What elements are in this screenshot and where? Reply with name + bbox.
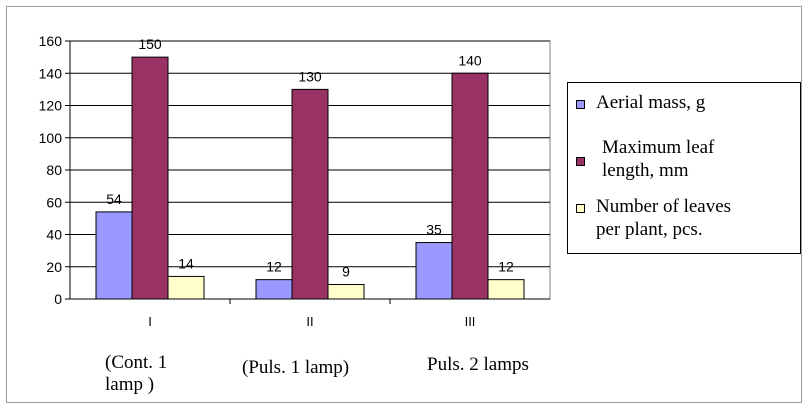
data-label: 54 [106,191,122,207]
y-tick-label: 40 [46,227,62,243]
data-label: 140 [458,52,482,68]
y-tick-label: 160 [39,33,63,49]
data-label: 12 [498,259,514,275]
data-label: 150 [138,36,162,52]
category-description-3: Puls. 2 lamps [427,354,529,375]
category-description-2: (Puls. 1 lamp) [242,357,350,378]
bar-1-II [255,279,293,300]
legend-swatch-aerial-mass [576,100,585,109]
legend-label-max-leaf-length-line1: Maximum leaf [602,137,715,158]
bar-3-II [327,283,365,300]
x-tick-label: II [306,314,313,329]
y-tick-label: 100 [39,130,63,146]
y-tick-label: 120 [39,98,63,114]
y-tick-label: 60 [46,194,62,210]
bar-2-I [131,56,169,300]
legend-label-aerial-mass: Aerial mass, g [596,92,706,113]
legend-swatch-number-of-leaves [576,204,585,213]
x-tick-label: I [148,314,152,329]
bar-3-III [487,279,525,300]
x-tick-label: III [465,314,476,329]
bar-1-III [415,242,453,300]
category-description-1: (Cont. 1 lamp ) [105,352,225,396]
y-tick-label: 80 [46,162,62,178]
data-label: 14 [178,255,194,271]
bar-2-II [291,88,329,300]
legend-label-max-leaf-length-line2: length, mm [602,160,689,181]
bar-1-I [95,211,133,300]
data-label: 12 [266,259,282,275]
legend: Aerial mass, g Maximum leaf length, mm N… [567,82,801,254]
legend-label-number-of-leaves-line2: per plant, pcs. [596,219,703,240]
category-description-1-line2: lamp ) [105,374,155,395]
bar-3-I [167,275,205,300]
legend-label-number-of-leaves-line1: Number of leaves [596,196,732,217]
legend-swatch-max-leaf-length [576,157,585,166]
y-tick-label: 0 [54,291,62,307]
data-label: 130 [298,68,322,84]
bar-2-III [451,72,489,300]
data-label: 35 [426,222,442,238]
y-tick-label: 140 [39,65,63,81]
data-label: 9 [342,263,350,279]
category-description-1-line1: (Cont. 1 [105,352,168,373]
y-tick-label: 20 [46,259,62,275]
